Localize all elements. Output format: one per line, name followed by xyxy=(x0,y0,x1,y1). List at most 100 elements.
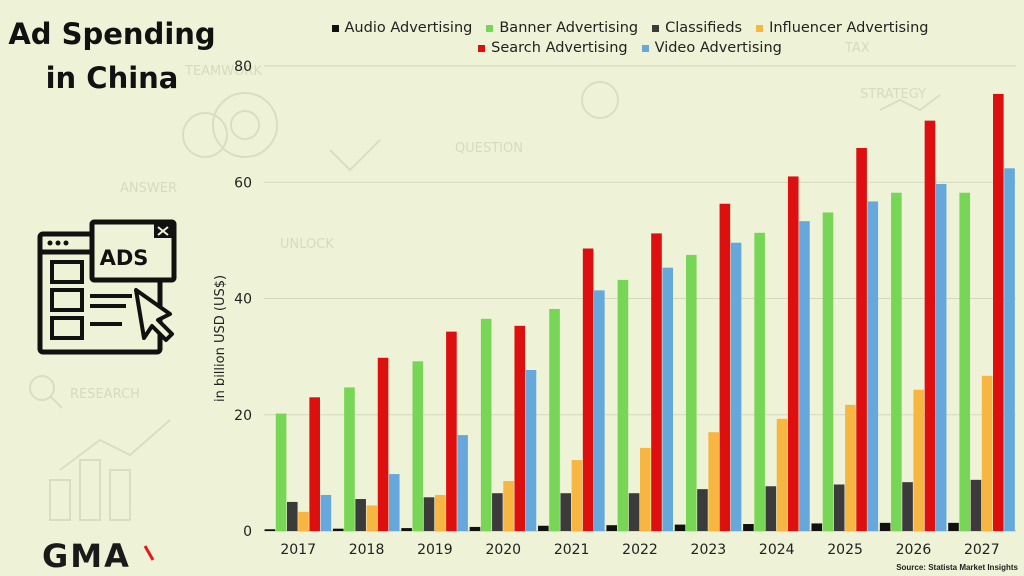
bar-audio-advertising-2025 xyxy=(811,523,823,531)
bar-classifieds-2018 xyxy=(355,499,366,531)
page-title-line1: Ad Spending xyxy=(8,17,216,51)
bar-video-advertising-2017 xyxy=(320,494,332,531)
bar-audio-advertising-2018 xyxy=(332,528,344,531)
bar-audio-advertising-2027 xyxy=(948,522,959,531)
bar-search-advertising-2027 xyxy=(993,93,1004,532)
bar-search-advertising-2017 xyxy=(309,397,320,531)
bar-audio-advertising-2020 xyxy=(469,526,481,531)
x-tick-label: 2023 xyxy=(691,542,727,558)
bar-banner-advertising-2024 xyxy=(754,232,765,531)
bar-video-advertising-2026 xyxy=(935,183,947,531)
legend-item: Influencer Advertising xyxy=(756,18,928,38)
bar-audio-advertising-2021 xyxy=(538,525,549,531)
y-tick-label: 20 xyxy=(234,408,252,424)
bar-influencer-advertising-2025 xyxy=(845,404,856,531)
x-tick-label: 2019 xyxy=(417,542,453,558)
bar-video-advertising-2024 xyxy=(799,221,810,531)
bar-audio-advertising-2023 xyxy=(674,524,686,531)
page-title-line2: in China xyxy=(45,61,179,95)
bar-classifieds-2022 xyxy=(628,493,640,531)
x-tick-label: 2017 xyxy=(280,542,316,558)
bar-search-advertising-2022 xyxy=(651,233,662,531)
bar-classifieds-2026 xyxy=(902,482,913,531)
bar-video-advertising-2020 xyxy=(525,369,537,531)
bar-influencer-advertising-2019 xyxy=(434,494,446,531)
y-tick-label: 80 xyxy=(234,59,252,75)
bar-influencer-advertising-2020 xyxy=(503,481,514,531)
bar-audio-advertising-2017 xyxy=(264,529,276,531)
legend-item: Banner Advertising xyxy=(486,18,638,38)
bar-classifieds-2027 xyxy=(970,479,982,531)
bar-banner-advertising-2022 xyxy=(617,279,629,531)
legend-label: Classifieds xyxy=(665,20,743,36)
bar-influencer-advertising-2017 xyxy=(298,511,309,531)
bar-influencer-advertising-2021 xyxy=(571,460,583,531)
ads-icon-text: ADS xyxy=(100,246,149,270)
bar-video-advertising-2022 xyxy=(662,267,673,531)
y-tick-label: 40 xyxy=(234,292,252,308)
grid-layer xyxy=(264,65,1016,532)
bar-influencer-advertising-2026 xyxy=(913,389,925,531)
x-tick-label: 2024 xyxy=(759,542,795,558)
y-tick-label: 0 xyxy=(243,524,252,540)
legend-label: Influencer Advertising xyxy=(769,20,929,36)
bar-influencer-advertising-2023 xyxy=(708,432,719,531)
bar-influencer-advertising-2027 xyxy=(981,375,993,531)
legend-swatch xyxy=(652,24,660,32)
bar-search-advertising-2019 xyxy=(446,331,457,531)
gma-logo: GMA xyxy=(42,538,155,572)
bar-banner-advertising-2018 xyxy=(344,387,355,531)
bar-banner-advertising-2023 xyxy=(685,254,697,531)
legend-label: Audio Advertising xyxy=(344,20,473,36)
bar-video-advertising-2018 xyxy=(388,474,400,531)
axis-layer: 0 20 40 60 80 in billion USD (US$) 2017 2018 201… xyxy=(213,59,1016,558)
bar-video-advertising-2027 xyxy=(1004,168,1015,532)
doodle-text: QUESTION xyxy=(455,141,523,156)
legend-item: Video Advertising xyxy=(641,38,782,58)
bar-classifieds-2020 xyxy=(492,493,503,531)
x-tick-label: 2020 xyxy=(485,542,521,558)
x-tick-label: 2018 xyxy=(349,542,385,558)
bar-search-advertising-2025 xyxy=(856,147,867,532)
bar-video-advertising-2023 xyxy=(730,242,742,531)
legend-item: Audio Advertising xyxy=(331,18,473,38)
bar-video-advertising-2025 xyxy=(867,201,879,531)
doodle-text: TAX xyxy=(844,41,870,56)
bar-banner-advertising-2019 xyxy=(412,361,424,531)
legend-swatch xyxy=(756,24,764,32)
ads-browser-cursor-icon: ADS xyxy=(37,219,177,355)
legend-label: Video Advertising xyxy=(654,40,782,56)
x-tick-label: 2025 xyxy=(827,542,863,558)
doodle-text: TEAMWORK xyxy=(184,64,262,79)
bar-classifieds-2017 xyxy=(286,501,298,531)
bar-audio-advertising-2024 xyxy=(743,524,754,531)
bar-influencer-advertising-2024 xyxy=(776,418,788,531)
bar-search-advertising-2023 xyxy=(719,203,731,531)
doodle-text: RESEARCH xyxy=(70,387,140,402)
doodle-text: STRATEGY xyxy=(860,87,926,102)
bar-audio-advertising-2026 xyxy=(879,522,891,531)
bar-video-advertising-2021 xyxy=(594,290,605,531)
source-note: Source: Statista Market Insights xyxy=(896,563,1018,572)
bar-search-advertising-2024 xyxy=(787,176,799,531)
bar-classifieds-2025 xyxy=(833,484,845,531)
bar-influencer-advertising-2018 xyxy=(366,505,378,531)
bar-search-advertising-2021 xyxy=(582,248,594,531)
bar-classifieds-2019 xyxy=(423,497,435,531)
bar-search-advertising-2020 xyxy=(514,325,526,531)
bar-classifieds-2024 xyxy=(765,486,777,531)
x-tick-label: 2027 xyxy=(964,542,1000,558)
bar-banner-advertising-2021 xyxy=(549,308,560,531)
bars-layer xyxy=(264,93,1015,532)
bar-classifieds-2023 xyxy=(697,489,708,531)
legend-item: Classifieds xyxy=(652,18,742,38)
legend-label: Search Advertising xyxy=(491,40,628,56)
page-title: Ad Spending in China xyxy=(6,12,218,100)
legend-item: Search Advertising xyxy=(478,38,628,58)
legend-label: Banner Advertising xyxy=(499,20,639,36)
y-tick-label: 60 xyxy=(234,175,252,191)
y-axis-label: in billion USD (US$) xyxy=(213,275,228,402)
bar-classifieds-2021 xyxy=(560,493,572,531)
